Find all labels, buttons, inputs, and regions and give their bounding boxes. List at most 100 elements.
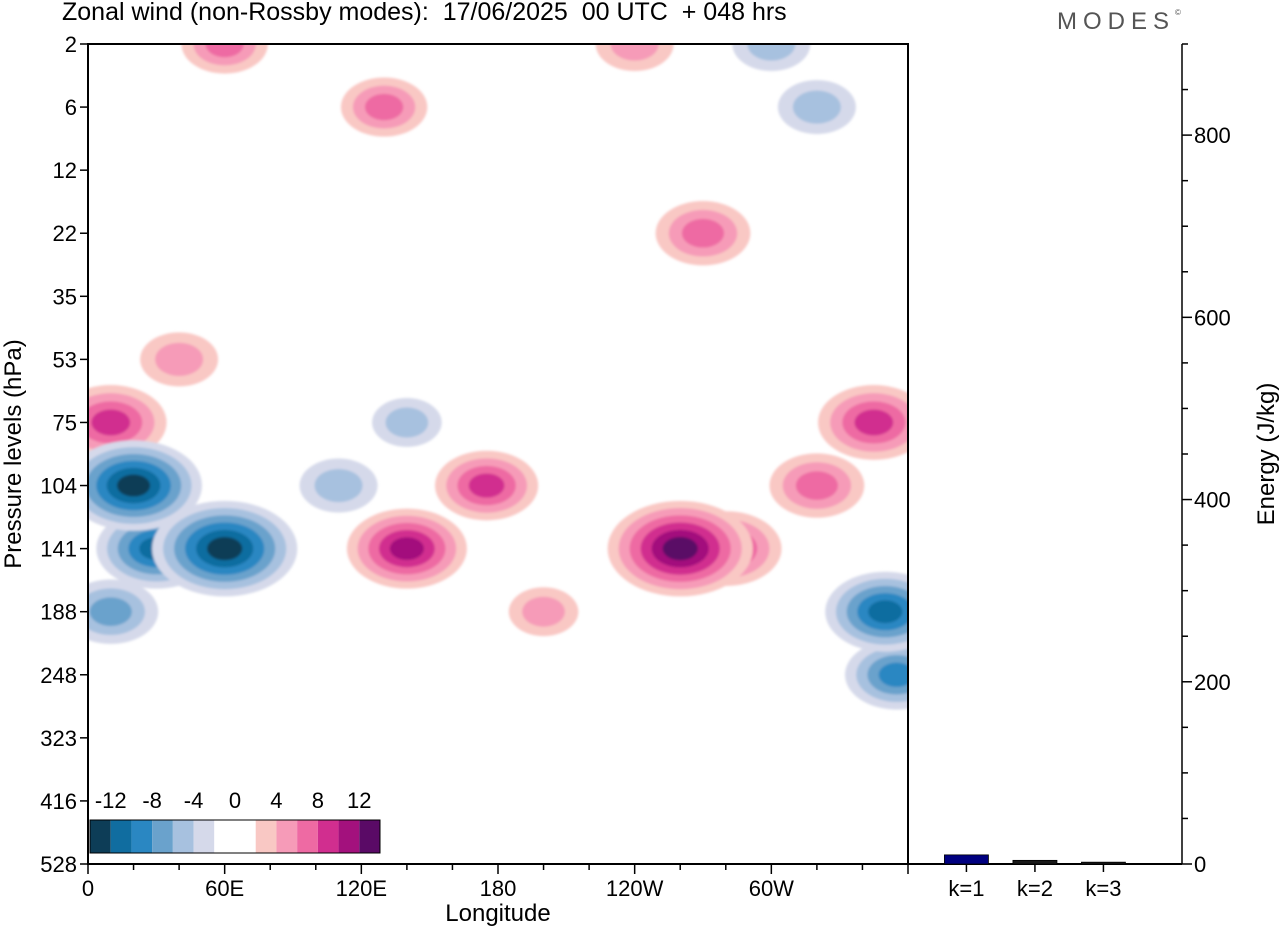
field-feature [88,440,202,531]
field-feature [508,587,579,637]
field-feature [152,500,298,597]
y-tick-label: 141 [40,537,77,562]
field-contour [468,473,505,498]
field-feature [825,571,908,652]
field-feature [769,453,865,518]
colorbar-swatch [235,820,256,853]
energy-tick-label: 0 [1194,852,1206,877]
field-feature [372,398,442,447]
modes-logo: MODES© [1057,8,1181,36]
y-tick-label: 104 [40,474,77,499]
x-tick-label: 120W [606,876,664,901]
energy-bar [1081,861,1126,865]
energy-bar [944,854,989,865]
y-tick-label: 75 [53,410,77,435]
x-tick-label: 60W [749,876,794,901]
y-tick-label: 248 [40,663,77,688]
colorbar-swatch [255,820,277,853]
field-contour [878,662,908,687]
colorbar-border [89,819,381,854]
colorbar-swatch [317,820,339,853]
field-feature [845,639,908,710]
colorbar-swatch [193,820,215,853]
colorbar-swatch [297,820,318,853]
field-contour [854,409,894,436]
x-tick-label: 120E [336,876,387,901]
colorbar-label: -4 [184,788,204,813]
field-feature [607,500,753,597]
colorbar-swatch [338,820,360,853]
field-feature [732,44,811,71]
colorbar-swatch [359,820,380,853]
colorbar-swatch [276,820,298,853]
field-contour [207,537,243,561]
y-tick-label: 528 [40,852,77,877]
field-contour [314,468,363,503]
field-contour [89,597,132,626]
y-tick-label: 6 [65,95,77,120]
colorbar-label: -12 [95,788,127,813]
field-feature [88,385,167,460]
field-contour [681,218,725,248]
field-contour [662,537,698,561]
y-tick-label: 53 [53,347,77,372]
y-tick-label: 323 [40,726,77,751]
field-contour [792,90,841,124]
colorbar-swatch [131,820,153,853]
colorbar-label: -8 [142,788,162,813]
field-contour [868,600,903,624]
field-contour [155,342,204,376]
y-tick-label: 22 [53,221,77,246]
x-tick-label: 60E [205,876,244,901]
x-tick-label: 0 [82,876,94,901]
energy-category-label: k=3 [1085,876,1121,901]
y-axis-label: Pressure levels (hPa) [0,339,27,568]
energy-tick-label: 200 [1194,670,1231,695]
field-feature [299,458,378,513]
colorbar-label: 4 [270,788,282,813]
energy-axis-label: Energy (J/kg) [1253,383,1280,526]
y-axis: 2 6 12 22 35 53 75 104 141 188 248 323 416 528 [40,32,88,877]
energy-tick-label: 400 [1194,488,1231,513]
y-tick-label: 416 [40,789,77,814]
colorbar-swatch [152,820,173,853]
colorbar-label: 12 [347,788,371,813]
y-tick-label: 188 [40,600,77,625]
field-feature [88,579,159,644]
field-contour [91,409,131,436]
field-feature [777,80,856,135]
field-contour [389,537,424,561]
modes-logo-text: MODES [1057,8,1176,35]
field-contour [205,44,244,58]
x-axis: 0 60E 120E 180 120W 60W [82,864,909,901]
x-tick-label: 180 [480,876,517,901]
field-feature [595,44,674,71]
energy-tick-label: 800 [1194,123,1231,148]
colorbar-label: 8 [312,788,324,813]
colorbar-swatch [172,820,194,853]
field-feature [818,385,908,460]
field-feature [140,332,219,387]
field-contour [522,596,565,627]
copyright-mark: © [1175,8,1181,17]
colorbar: -12 -8 -4 0 4 8 12 [89,788,381,854]
colorbar-swatch [110,820,132,853]
heatmap-field [88,44,908,710]
field-feature [340,77,428,137]
field-feature [346,508,467,589]
y-tick-label: 2 [65,32,77,57]
energy-bar [1012,859,1058,865]
energy-tick-label: 600 [1194,305,1231,330]
field-contour [610,44,659,61]
field-contour [795,471,838,500]
colorbar-swatch [214,820,235,853]
energy-category-label: k=1 [948,876,984,901]
field-feature [435,450,539,521]
colorbar-swatch [90,820,111,853]
field-contour [747,44,796,61]
field-contour [385,407,429,438]
field-contour [116,474,151,497]
energy-panel: 0 200 400 600 800 k=1 k=2 k=3 [908,43,1231,901]
colorbar-label: 0 [229,788,241,813]
